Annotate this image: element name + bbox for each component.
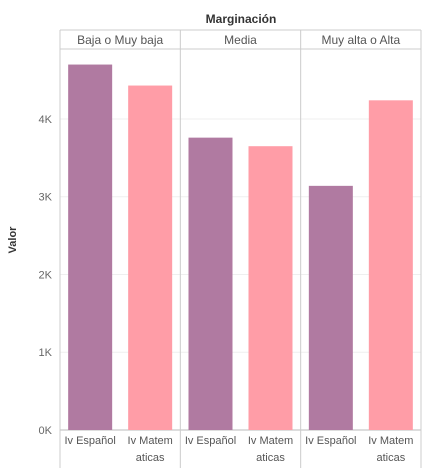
y-tick-label: 0K bbox=[39, 425, 53, 437]
y-tick-label: 1K bbox=[39, 347, 53, 359]
bar bbox=[308, 185, 353, 430]
x-tick-label: Iv Español bbox=[185, 435, 236, 447]
bar bbox=[68, 64, 113, 430]
bars bbox=[68, 64, 413, 431]
x-tick-label: Iv Matem bbox=[248, 435, 293, 447]
x-tick-label: aticas bbox=[256, 452, 285, 464]
panel-headers: Baja o Muy baja Media Muy alta o Alta bbox=[77, 33, 400, 47]
bar bbox=[368, 100, 413, 431]
y-axis-label: Valor bbox=[7, 226, 19, 254]
y-tick-label: 2K bbox=[39, 269, 53, 281]
bar bbox=[248, 146, 293, 430]
category-labels: Iv Español Iv Matem aticas Iv Español Iv Mat… bbox=[64, 435, 413, 464]
y-tick-label: 3K bbox=[39, 192, 53, 204]
y-tick-label: 4K bbox=[39, 114, 53, 126]
x-tick-label: Iv Español bbox=[305, 435, 356, 447]
x-tick-label: aticas bbox=[136, 452, 165, 464]
gridlines bbox=[60, 118, 421, 353]
chart-title: Marginación bbox=[206, 12, 277, 26]
panel-header: Muy alta o Alta bbox=[321, 33, 400, 47]
bar bbox=[128, 85, 173, 431]
y-axis-ticks: 0K 1K 2K 3K 4K bbox=[39, 114, 53, 437]
x-tick-label: Iv Español bbox=[64, 435, 115, 447]
bar bbox=[188, 137, 233, 431]
x-tick-label: aticas bbox=[376, 452, 405, 464]
panel-header: Baja o Muy baja bbox=[77, 33, 163, 47]
x-tick-label: Iv Matem bbox=[128, 435, 173, 447]
panel-header: Media bbox=[224, 33, 257, 47]
chart-frame bbox=[59, 29, 422, 468]
x-tick-label: Iv Matem bbox=[368, 435, 413, 447]
